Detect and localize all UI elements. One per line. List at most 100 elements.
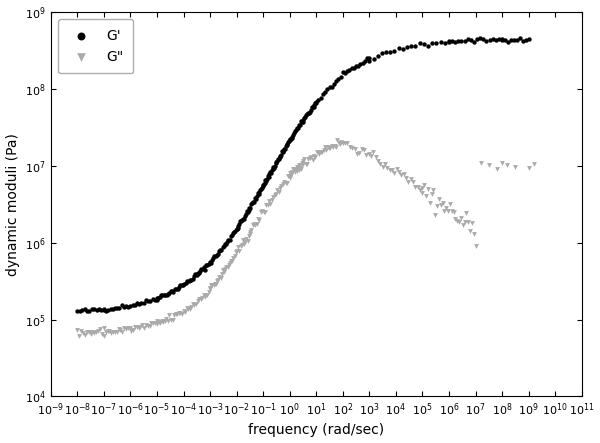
G' bbox=[245, 204, 255, 211]
G" bbox=[161, 315, 171, 323]
G" bbox=[176, 310, 185, 317]
G" bbox=[145, 323, 154, 330]
G" bbox=[305, 154, 314, 161]
G' bbox=[143, 297, 153, 304]
G' bbox=[260, 180, 269, 187]
G" bbox=[206, 281, 216, 288]
G' bbox=[386, 49, 395, 56]
G" bbox=[236, 242, 245, 249]
G' bbox=[296, 117, 305, 124]
G" bbox=[110, 328, 119, 335]
G' bbox=[211, 253, 220, 260]
G" bbox=[443, 207, 453, 214]
G' bbox=[292, 124, 302, 132]
G' bbox=[82, 307, 92, 315]
G' bbox=[302, 110, 312, 117]
G" bbox=[88, 329, 97, 336]
G" bbox=[99, 332, 109, 339]
G" bbox=[289, 165, 299, 172]
G' bbox=[238, 215, 248, 222]
G' bbox=[284, 138, 294, 145]
G' bbox=[444, 38, 454, 45]
G' bbox=[155, 293, 164, 300]
G" bbox=[259, 209, 268, 216]
G' bbox=[174, 283, 184, 290]
G' bbox=[303, 109, 313, 117]
G" bbox=[114, 326, 124, 333]
G" bbox=[295, 167, 304, 174]
G' bbox=[273, 156, 283, 163]
G" bbox=[99, 324, 109, 331]
G' bbox=[214, 248, 224, 255]
G" bbox=[216, 274, 226, 281]
G' bbox=[301, 113, 310, 120]
G" bbox=[345, 144, 355, 151]
G" bbox=[238, 236, 248, 243]
G" bbox=[187, 303, 196, 311]
G" bbox=[260, 209, 270, 216]
X-axis label: frequency (rad/sec): frequency (rad/sec) bbox=[248, 424, 385, 437]
G" bbox=[404, 178, 413, 185]
G' bbox=[247, 201, 256, 208]
G' bbox=[373, 52, 383, 59]
G' bbox=[512, 37, 521, 44]
G' bbox=[208, 255, 218, 262]
G" bbox=[292, 163, 301, 170]
G' bbox=[283, 139, 293, 146]
G" bbox=[155, 319, 165, 326]
G" bbox=[406, 175, 416, 183]
G" bbox=[319, 146, 328, 153]
G" bbox=[476, 160, 485, 167]
G' bbox=[187, 276, 196, 284]
G" bbox=[445, 201, 455, 208]
G" bbox=[449, 209, 458, 216]
G' bbox=[320, 88, 330, 95]
G' bbox=[308, 103, 317, 110]
G' bbox=[331, 77, 341, 84]
G" bbox=[284, 172, 293, 179]
G" bbox=[256, 208, 266, 215]
G" bbox=[136, 324, 145, 331]
G" bbox=[97, 331, 107, 338]
G" bbox=[212, 277, 222, 284]
G" bbox=[248, 221, 257, 228]
G' bbox=[239, 215, 249, 222]
G' bbox=[173, 285, 182, 292]
G" bbox=[373, 157, 383, 164]
G" bbox=[188, 301, 197, 308]
G' bbox=[485, 37, 494, 44]
G' bbox=[466, 37, 476, 44]
G' bbox=[99, 305, 109, 312]
G' bbox=[170, 286, 179, 293]
G' bbox=[212, 252, 221, 259]
G' bbox=[311, 100, 321, 107]
G" bbox=[511, 163, 520, 171]
G' bbox=[125, 302, 135, 309]
G" bbox=[134, 324, 143, 331]
G' bbox=[106, 305, 115, 312]
G' bbox=[307, 104, 316, 111]
G" bbox=[442, 205, 451, 212]
G" bbox=[74, 332, 84, 339]
G' bbox=[360, 58, 370, 65]
G" bbox=[401, 175, 411, 182]
G' bbox=[310, 101, 319, 108]
G' bbox=[415, 39, 424, 47]
G" bbox=[357, 145, 367, 152]
G' bbox=[249, 198, 259, 205]
G" bbox=[177, 311, 187, 318]
G' bbox=[229, 229, 239, 236]
G' bbox=[262, 177, 271, 184]
G" bbox=[272, 187, 282, 194]
G' bbox=[230, 228, 240, 235]
G" bbox=[327, 143, 337, 150]
G' bbox=[314, 96, 323, 103]
G" bbox=[456, 215, 466, 222]
G" bbox=[290, 165, 300, 172]
G" bbox=[291, 165, 301, 172]
G' bbox=[268, 165, 277, 172]
G" bbox=[121, 326, 131, 333]
G' bbox=[267, 167, 277, 174]
G" bbox=[267, 197, 277, 204]
G' bbox=[287, 133, 297, 140]
